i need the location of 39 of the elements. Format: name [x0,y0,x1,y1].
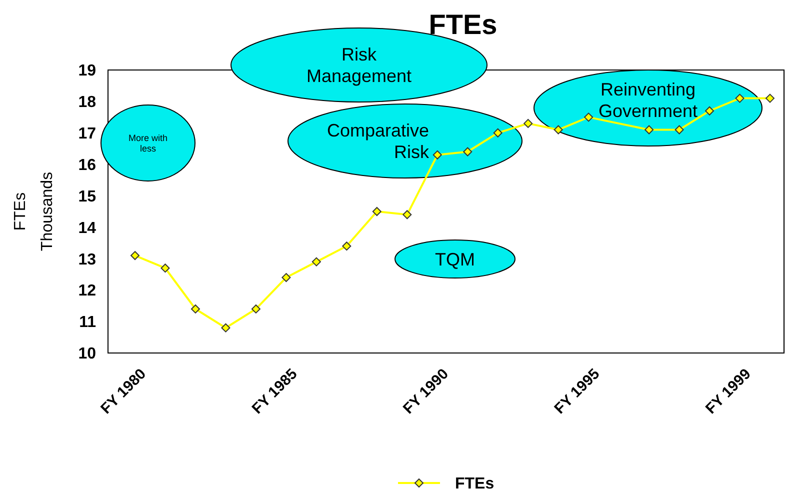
annotation: Reinventing Government [598,80,698,122]
point [251,304,260,314]
chart-title: FTEs [428,9,498,40]
point [644,125,654,134]
y-tick-label: 15 [78,188,96,206]
y-tick-label: 12 [78,282,96,300]
point [221,323,230,332]
y-axis-title: FTEs Thousands [12,172,56,252]
legend-label: FTEs [455,476,494,493]
point [554,125,563,134]
y-tick-label: 17 [78,125,96,142]
point [372,207,382,216]
point [766,94,774,103]
point [432,150,442,160]
annotation: TQM [435,249,475,270]
point [524,118,533,128]
point [312,257,321,266]
point [130,251,140,260]
point [584,112,594,122]
point [190,304,200,314]
point [674,125,684,134]
annotation: Risk Management [306,44,412,86]
y-tick-label: 13 [78,251,96,268]
y-tick-label: 18 [78,94,96,112]
point [282,273,291,282]
y-tick-label: 11 [79,314,96,332]
point [493,128,502,138]
point [160,264,170,273]
point [735,94,744,103]
annotation: More with less [128,132,168,154]
point [342,242,352,251]
y-tick-label: 14 [78,220,96,237]
point [705,106,714,116]
annotation: Comparative Risk [326,120,430,162]
y-tick-label: 10 [78,346,96,363]
point [463,147,472,156]
y-tick-label: 19 [78,62,96,80]
point [402,210,412,220]
y-tick-label: 16 [78,156,96,174]
